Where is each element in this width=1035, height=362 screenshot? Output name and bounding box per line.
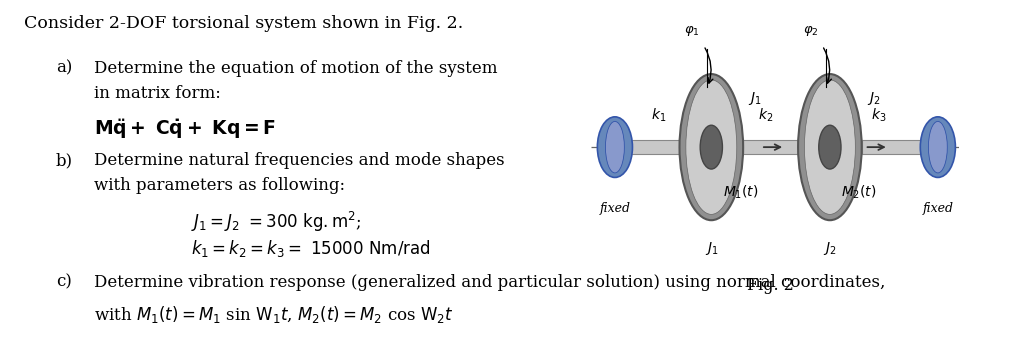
Text: with $M_1(t) = M_1$ sin $\mathrm{W_1}t$, $M_2(t) = M_2$ cos $\mathrm{W_2}t$: with $M_1(t) = M_1$ sin $\mathrm{W_1}t$,… [94,304,454,325]
Text: fixed: fixed [922,202,953,215]
Ellipse shape [928,121,947,173]
Bar [743,140,798,154]
Text: $k_1$: $k_1$ [651,106,666,124]
Ellipse shape [819,125,841,169]
Ellipse shape [597,117,632,177]
Text: Determine vibration response (generalized and particular solution) using normal : Determine vibration response (generalize… [94,274,886,291]
Text: $k_3$: $k_3$ [871,106,887,124]
Ellipse shape [920,117,955,177]
Text: b): b) [56,152,72,169]
Text: $J_1$: $J_1$ [748,90,762,107]
Text: Determine natural frequencies and mode shapes: Determine natural frequencies and mode s… [94,152,505,169]
Text: Consider 2-DOF torsional system shown in Fig. 2.: Consider 2-DOF torsional system shown in… [24,15,464,32]
Text: Determine the equation of motion of the system: Determine the equation of motion of the … [94,60,498,77]
Ellipse shape [701,125,722,169]
Text: $J_1 = J_2\ = 300\ \mathrm{kg.m^2}$;: $J_1 = J_2\ = 300\ \mathrm{kg.m^2}$; [190,210,361,233]
Ellipse shape [804,80,855,214]
Text: a): a) [56,60,72,77]
Text: c): c) [56,274,71,291]
Text: with parameters as following:: with parameters as following: [94,177,346,194]
Text: $M_2(t)$: $M_2(t)$ [841,184,877,201]
Text: $J_1$: $J_1$ [705,240,718,257]
Ellipse shape [680,74,743,220]
Text: $\varphi_2$: $\varphi_2$ [803,24,819,38]
Text: $k_2$: $k_2$ [759,106,773,124]
Text: in matrix form:: in matrix form: [94,85,221,102]
Ellipse shape [798,74,862,220]
Text: fixed: fixed [599,202,630,215]
Text: $J_2$: $J_2$ [866,90,880,107]
Text: $\varphi_1$: $\varphi_1$ [684,24,700,38]
Ellipse shape [605,121,624,173]
Text: $k_1 = k_2 = k_3{=}\ 15000\ \mathrm{Nm/rad}$: $k_1 = k_2 = k_3{=}\ 15000\ \mathrm{Nm/r… [190,238,431,259]
Text: $\mathbf{M\ddot{q}+\ C\dot{q}+\ Kq = F}$: $\mathbf{M\ddot{q}+\ C\dot{q}+\ Kq = F}$ [94,117,276,140]
Bar [862,140,924,154]
Ellipse shape [686,80,737,214]
Bar [628,140,680,154]
Text: Fig. 2: Fig. 2 [747,277,794,294]
Text: $J_2$: $J_2$ [823,240,836,257]
Text: $M_1(t)$: $M_1(t)$ [722,184,759,201]
